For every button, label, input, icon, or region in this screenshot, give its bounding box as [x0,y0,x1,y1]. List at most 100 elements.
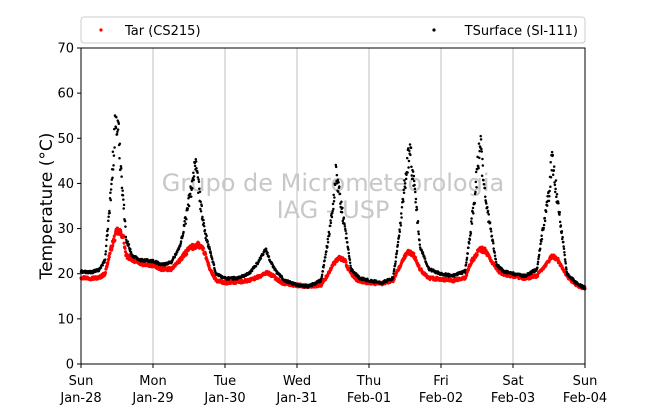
data-point [468,238,472,241]
data-point [415,208,419,211]
data-point [417,232,420,236]
data-point [555,192,559,196]
legend-marker [99,28,103,32]
data-point [542,223,546,227]
x-tick-label-date: Feb-03 [491,391,535,406]
data-point [129,247,132,251]
data-point [474,180,478,184]
data-point [324,256,327,259]
data-point [400,212,403,215]
data-point [192,171,195,174]
data-point [549,185,552,189]
data-point [486,205,489,209]
data-point [473,192,477,196]
data-point [551,153,555,157]
data-point [564,266,568,269]
data-point [478,156,481,160]
y-tick-label: 50 [57,132,74,147]
data-point [259,257,263,260]
data-point [397,234,401,237]
data-point [109,198,112,202]
data-point [418,238,421,242]
data-point [563,251,566,254]
data-point [196,171,199,175]
data-point [411,177,415,181]
data-point [346,241,349,244]
data-point [123,219,127,223]
data-point [468,234,472,237]
data-point [106,233,109,237]
data-point [562,245,565,248]
data-point [348,261,352,264]
data-point [332,199,336,203]
data-point [398,228,401,231]
data-point [402,191,406,195]
data-point [547,199,551,203]
data-point [494,260,498,264]
data-point [492,241,495,245]
data-point [204,236,207,240]
data-point [108,196,112,200]
data-point [552,169,556,172]
y-axis-title: Temperature (°C) [37,133,57,281]
data-point [198,187,201,190]
data-point [126,240,130,243]
data-point [343,225,347,228]
grid-lines [152,48,514,364]
plot-background [81,48,585,364]
data-point [407,159,411,163]
data-point [347,254,351,258]
data-point [417,230,420,233]
data-point [410,165,413,169]
data-point [208,247,212,251]
y-tick-label: 40 [57,177,74,192]
data-point [108,209,111,213]
data-point [489,230,493,233]
data-point [475,253,479,257]
data-point [173,255,177,259]
x-tick-label-date: Jan-31 [275,391,317,406]
data-point [464,268,467,272]
legend-label: Tar (CS215) [124,24,201,39]
data-point [400,216,403,219]
data-point [480,150,483,153]
x-tick-label-date: Jan-30 [203,391,245,406]
y-tick-label: 20 [57,267,74,282]
data-point [410,174,413,177]
data-point [323,259,326,262]
data-point [405,156,409,160]
data-point [103,258,107,261]
data-point [478,149,481,153]
data-point [482,179,485,182]
data-point [254,265,258,268]
data-point [112,154,116,157]
data-point [485,202,488,205]
data-point [208,245,211,249]
data-point [465,256,469,260]
data-point [320,275,324,278]
data-point [197,180,201,183]
data-point [330,215,334,219]
data-point [118,142,122,146]
data-point [465,261,468,264]
data-point [326,245,329,248]
data-point [548,189,551,193]
data-point [491,239,495,243]
y-tick-label: 0 [66,358,74,373]
data-point [107,258,111,262]
data-point [109,188,113,191]
data-point [177,247,181,251]
data-point [116,128,120,131]
data-point [109,191,112,195]
data-point [200,204,203,208]
x-tick-label-date: Feb-02 [419,391,463,406]
data-point [347,248,350,251]
data-point [115,132,119,136]
data-point [549,161,552,164]
data-point [399,221,402,225]
data-point [411,170,415,173]
data-point [414,190,417,194]
data-point [497,263,500,267]
data-point [403,179,406,182]
x-tick-label-date: Jan-29 [131,391,173,406]
